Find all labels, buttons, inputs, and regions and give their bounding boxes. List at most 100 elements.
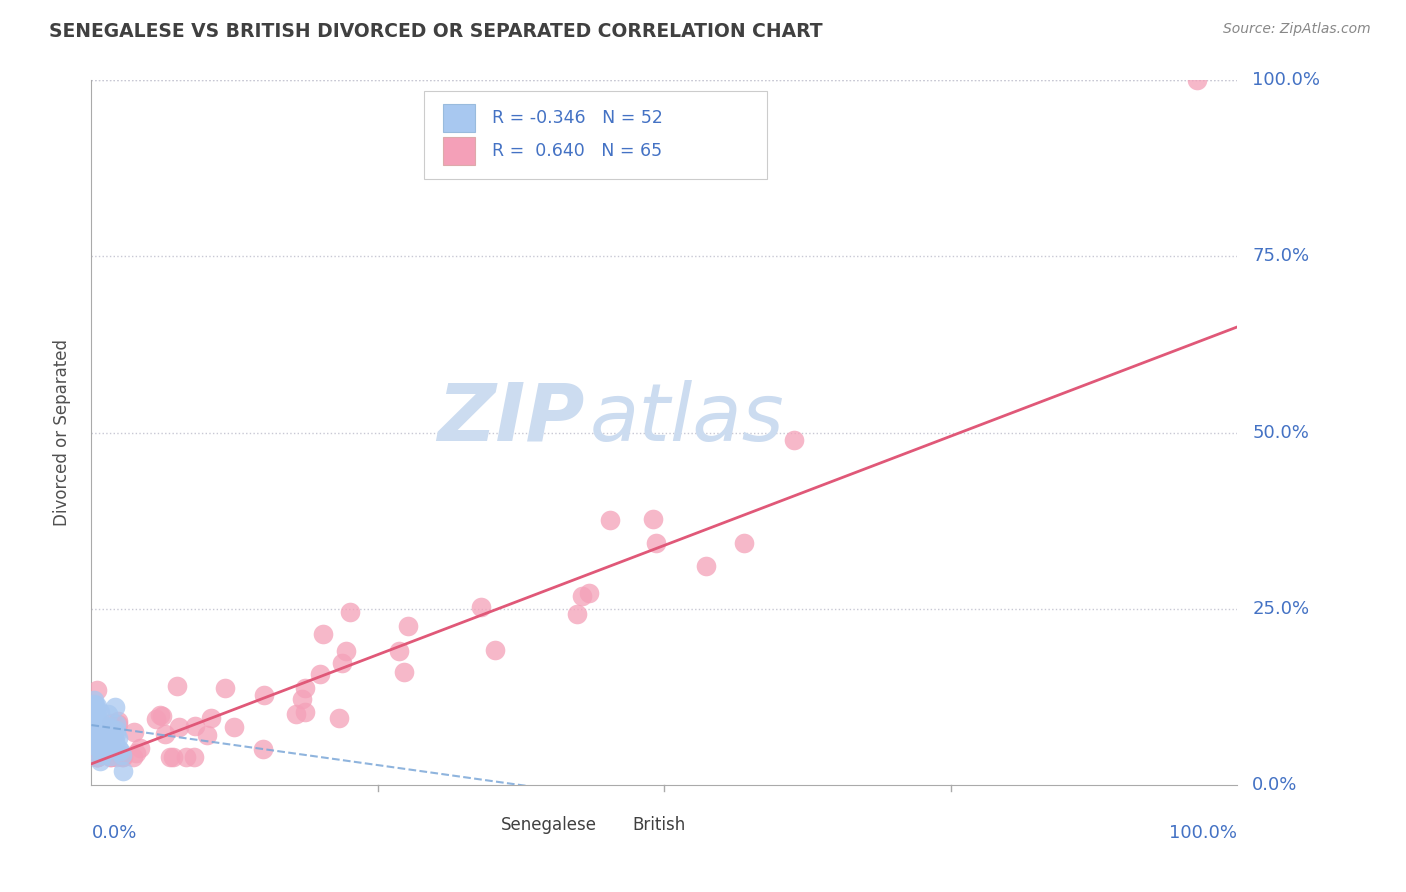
Point — [253, 688, 276, 702]
Point — [83, 721, 105, 735]
Point — [86, 727, 108, 741]
FancyBboxPatch shape — [443, 136, 475, 165]
Point — [94, 718, 117, 732]
Point — [86, 727, 108, 741]
Point — [470, 599, 492, 614]
Point — [645, 536, 668, 550]
Point — [174, 749, 197, 764]
Point — [112, 749, 135, 764]
Point — [100, 749, 122, 764]
FancyBboxPatch shape — [470, 814, 495, 838]
Point — [100, 740, 122, 755]
Point — [87, 719, 110, 733]
Point — [91, 748, 114, 763]
Point — [169, 720, 191, 734]
Point — [86, 749, 108, 764]
Text: SENEGALESE VS BRITISH DIVORCED OR SEPARATED CORRELATION CHART: SENEGALESE VS BRITISH DIVORCED OR SEPARA… — [49, 22, 823, 41]
Text: Source: ZipAtlas.com: Source: ZipAtlas.com — [1223, 22, 1371, 37]
Point — [162, 749, 184, 764]
Point — [104, 733, 127, 747]
Point — [87, 717, 110, 731]
Point — [291, 691, 314, 706]
Point — [83, 693, 105, 707]
Point — [110, 748, 132, 763]
Point — [98, 749, 121, 764]
Point — [111, 748, 134, 763]
Point — [84, 698, 107, 712]
Point — [101, 738, 124, 752]
Point — [195, 728, 218, 742]
Point — [396, 619, 419, 633]
Point — [294, 705, 316, 719]
Point — [567, 607, 589, 621]
Point — [86, 725, 108, 739]
Point — [159, 749, 181, 764]
Point — [107, 714, 129, 728]
Point — [578, 586, 600, 600]
Point — [153, 727, 176, 741]
Point — [122, 724, 145, 739]
Point — [86, 749, 108, 764]
Text: 0.0%: 0.0% — [91, 823, 136, 842]
Point — [200, 711, 222, 725]
Point — [97, 738, 120, 752]
Point — [83, 739, 105, 753]
Point — [108, 742, 131, 756]
Point — [125, 747, 148, 761]
Text: 75.0%: 75.0% — [1253, 247, 1309, 266]
Point — [103, 727, 125, 741]
Point — [86, 708, 108, 723]
FancyBboxPatch shape — [602, 814, 627, 838]
Point — [87, 732, 110, 747]
Point — [89, 754, 111, 768]
Point — [97, 706, 120, 721]
Point — [129, 740, 152, 755]
Point — [252, 741, 274, 756]
Point — [1185, 73, 1208, 87]
Text: British: British — [633, 816, 686, 834]
Point — [89, 734, 111, 748]
Text: 25.0%: 25.0% — [1253, 599, 1309, 618]
Point — [335, 643, 357, 657]
Point — [100, 716, 122, 731]
Point — [86, 749, 108, 764]
Point — [294, 681, 316, 695]
Point — [184, 719, 207, 733]
Point — [86, 749, 108, 764]
Point — [328, 711, 350, 725]
Point — [149, 708, 172, 723]
Point — [87, 729, 110, 743]
Point — [100, 723, 122, 737]
Point — [104, 727, 127, 741]
Point — [183, 749, 205, 764]
Point — [86, 738, 108, 752]
Point — [214, 681, 236, 696]
Point — [86, 749, 108, 764]
Point — [91, 727, 114, 741]
Point — [312, 626, 335, 640]
Point — [145, 712, 167, 726]
Point — [122, 749, 145, 764]
Point — [285, 707, 308, 722]
Point — [82, 720, 104, 734]
Text: R =  0.640   N = 65: R = 0.640 N = 65 — [492, 142, 662, 160]
Point — [94, 734, 117, 748]
Point — [484, 642, 506, 657]
Point — [90, 719, 112, 733]
FancyBboxPatch shape — [423, 91, 768, 179]
Point — [571, 589, 593, 603]
Point — [150, 708, 173, 723]
Point — [104, 700, 127, 714]
Point — [89, 726, 111, 740]
Point — [83, 698, 105, 712]
Point — [103, 733, 125, 747]
Point — [330, 656, 353, 670]
Point — [86, 698, 108, 713]
Point — [84, 711, 107, 725]
Point — [82, 721, 104, 735]
Point — [733, 536, 755, 550]
Point — [339, 606, 361, 620]
Point — [84, 734, 107, 748]
Point — [103, 738, 125, 752]
Text: 100.0%: 100.0% — [1253, 71, 1320, 89]
